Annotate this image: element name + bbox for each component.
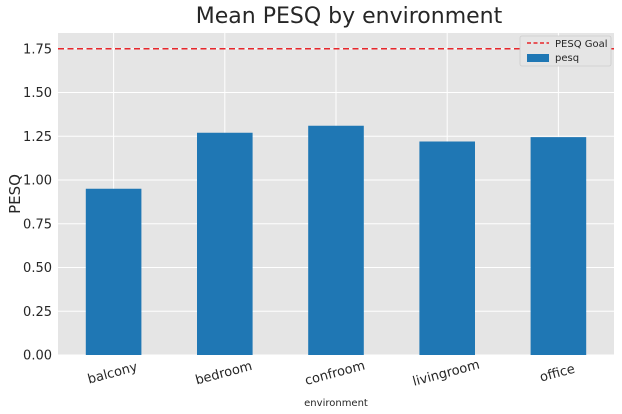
y-tick-label: 0.75 <box>23 217 52 232</box>
bar-balcony <box>85 188 142 355</box>
legend-pesq-label: pesq <box>555 53 579 64</box>
chart-title: Mean PESQ by environment <box>196 4 503 29</box>
x-tick-label: bedroom <box>194 359 254 389</box>
y-tick-label: 1.50 <box>23 86 52 101</box>
legend: PESQ Goal pesq <box>519 35 612 67</box>
y-axis-ticks: 0.00 0.25 0.50 0.75 1.00 1.25 1.50 1.75 <box>23 42 52 363</box>
y-tick-label: 0.00 <box>23 349 52 364</box>
y-tick-label: 0.25 <box>23 305 52 320</box>
x-tick-label: office <box>538 362 576 386</box>
y-tick-label: 0.50 <box>23 261 52 276</box>
y-tick-label: 1.75 <box>23 42 52 57</box>
x-tick-label: confroom <box>303 358 366 388</box>
legend-pesq-swatch <box>527 54 549 62</box>
y-tick-label: 1.00 <box>23 174 52 189</box>
x-tick-label: balcony <box>86 360 139 388</box>
bar-livingroom <box>419 141 475 355</box>
bars-group <box>85 125 587 355</box>
x-axis-label: environment <box>304 398 368 409</box>
x-tick-label: livingroom <box>411 357 481 389</box>
bar-bedroom <box>197 132 253 355</box>
y-axis-label: PESQ <box>6 174 24 214</box>
bar-confroom <box>308 125 364 355</box>
legend-goal-label: PESQ Goal <box>555 39 608 50</box>
bar-office <box>530 137 587 355</box>
x-axis-ticks: balcony bedroom confroom livingroom office <box>86 357 576 389</box>
y-tick-label: 1.25 <box>23 130 52 145</box>
